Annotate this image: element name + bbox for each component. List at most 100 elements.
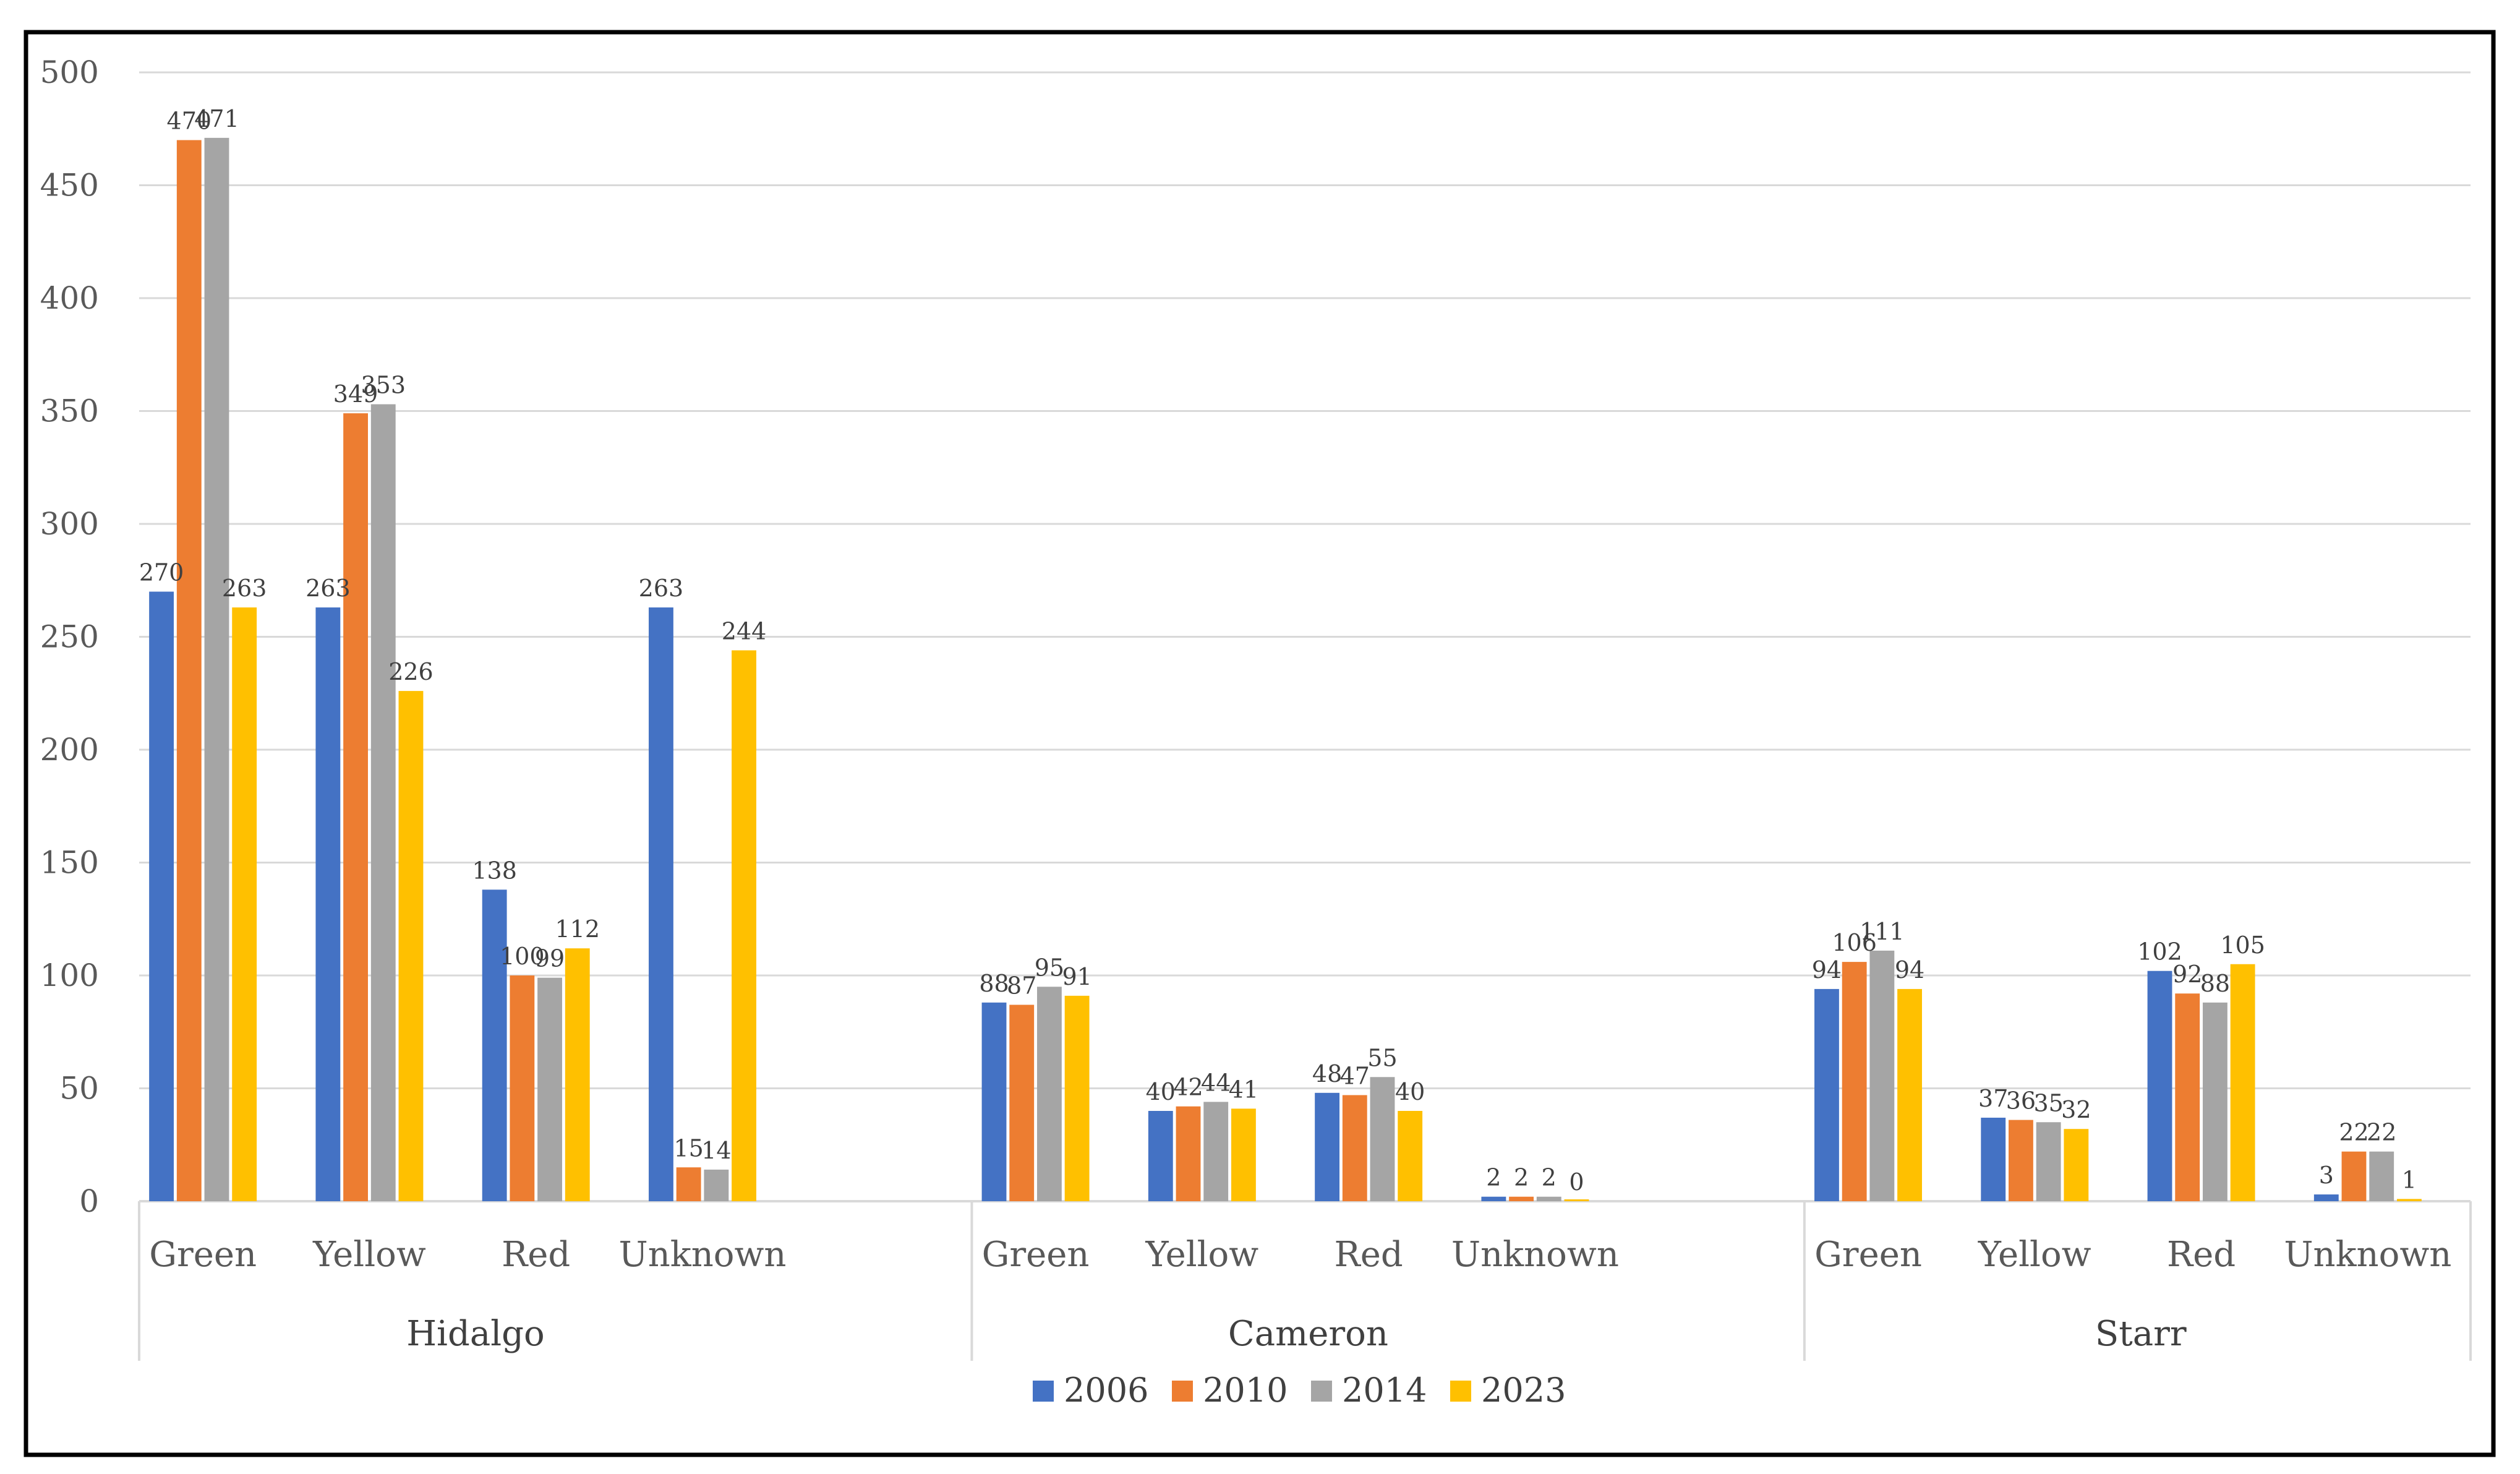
data-label: 471: [194, 105, 239, 132]
bar-2006: [1981, 1117, 2006, 1201]
data-label: 32: [2061, 1096, 2091, 1123]
category-label: Unknown: [1451, 1235, 1619, 1275]
data-label: 55: [1367, 1044, 1397, 1071]
bar-2023: [1564, 1199, 1589, 1201]
data-label: 44: [1201, 1069, 1231, 1096]
data-label: 111: [1860, 918, 1905, 945]
data-label: 94: [1812, 956, 1842, 983]
bar-2014: [704, 1169, 729, 1201]
data-label: 87: [1007, 972, 1036, 999]
category-label: Red: [2167, 1235, 2236, 1275]
legend-swatch-2023: [1450, 1381, 1471, 1402]
bar-2006: [482, 889, 507, 1201]
bar-2010: [2175, 993, 2200, 1201]
data-label: 41: [1229, 1076, 1258, 1103]
bar-2010: [1842, 962, 1867, 1201]
data-label: 138: [472, 857, 517, 884]
data-label: 40: [1395, 1078, 1425, 1105]
bar-2006: [2147, 971, 2172, 1201]
data-label: 42: [1173, 1074, 1203, 1101]
bar-2014: [370, 404, 396, 1201]
y-tick-label: 350: [40, 393, 99, 429]
bar-2006: [1148, 1111, 1173, 1201]
data-label: 36: [2006, 1087, 2036, 1115]
data-label: 48: [1312, 1060, 1342, 1087]
bar-2010: [343, 413, 368, 1201]
bar-2023: [1064, 995, 1090, 1201]
bar-2014: [1036, 987, 1062, 1201]
legend-label: 2010: [1203, 1371, 1288, 1410]
bar-2010: [1176, 1106, 1201, 1201]
bar-2006: [2313, 1194, 2339, 1201]
data-label: 106: [1832, 929, 1877, 956]
data-label: 0: [1569, 1168, 1584, 1196]
y-tick-label: 300: [40, 506, 99, 542]
y-tick-label: 450: [40, 168, 99, 204]
category-label: Red: [502, 1235, 570, 1275]
bar-2023: [1398, 1111, 1423, 1201]
y-tick-label: 50: [59, 1071, 99, 1107]
bar-2014: [204, 137, 229, 1202]
data-label: 270: [139, 559, 184, 586]
category-label: Red: [1335, 1235, 1403, 1275]
y-tick-label: 500: [40, 54, 99, 90]
category-label: Unknown: [2284, 1235, 2451, 1275]
data-label: 14: [701, 1137, 731, 1164]
bar-2006: [981, 1002, 1007, 1201]
data-label: 37: [1978, 1085, 2008, 1112]
data-label: 100: [500, 943, 545, 970]
data-label: 99: [535, 945, 565, 972]
legend: 2006 2010 2014 2023: [1033, 1371, 1566, 1410]
bar-2006: [649, 607, 673, 1201]
legend-swatch-2006: [1033, 1381, 1054, 1402]
bar-2014: [1203, 1102, 1229, 1201]
bar-2010: [176, 140, 202, 1201]
legend-label: 2014: [1342, 1371, 1427, 1410]
chart-frame: [23, 30, 2496, 1457]
bar-2014: [2202, 1002, 2227, 1201]
bar-2023: [1897, 988, 1922, 1201]
y-tick-label: 250: [40, 619, 99, 655]
y-tick-label: 0: [79, 1183, 99, 1219]
data-label: 2: [1486, 1164, 1501, 1191]
data-label: 40: [1146, 1078, 1176, 1105]
data-label: 353: [361, 372, 406, 399]
data-label: 88: [979, 970, 1009, 997]
data-label: 15: [673, 1134, 703, 1162]
data-label: 1: [2402, 1166, 2417, 1193]
data-label: 35: [2033, 1089, 2063, 1116]
bar-2023: [398, 691, 424, 1201]
data-label: 263: [222, 575, 267, 602]
data-label: 47: [1340, 1062, 1370, 1089]
bar-2023: [2064, 1129, 2089, 1201]
data-label: 226: [388, 658, 434, 685]
bar-2023: [565, 948, 590, 1201]
category-label: Yellow: [312, 1235, 426, 1275]
legend-swatch-2014: [1311, 1381, 1332, 1402]
bar-2010: [676, 1167, 701, 1201]
bar-2010: [2009, 1120, 2033, 1201]
category-label: Yellow: [1145, 1235, 1258, 1275]
bar-2010: [1342, 1095, 1367, 1201]
bar-2014: [1869, 950, 1895, 1201]
category-label: Green: [982, 1235, 1090, 1275]
bar-2006: [149, 591, 174, 1201]
data-label: 349: [333, 380, 378, 408]
data-label: 22: [2339, 1119, 2368, 1146]
legend-label: 2023: [1481, 1371, 1566, 1410]
y-tick-label: 200: [40, 732, 99, 768]
bar-2014: [537, 977, 562, 1201]
data-label: 102: [2137, 938, 2182, 966]
bar-2023: [2396, 1199, 2422, 1201]
bar-2023: [232, 607, 257, 1201]
y-tick-label: 100: [40, 958, 99, 993]
group-label: Starr: [2095, 1314, 2187, 1354]
data-label: 95: [1035, 954, 1064, 981]
data-label: 263: [305, 575, 351, 602]
y-tick-label: 400: [40, 280, 99, 316]
bar-2006: [1814, 988, 1839, 1201]
